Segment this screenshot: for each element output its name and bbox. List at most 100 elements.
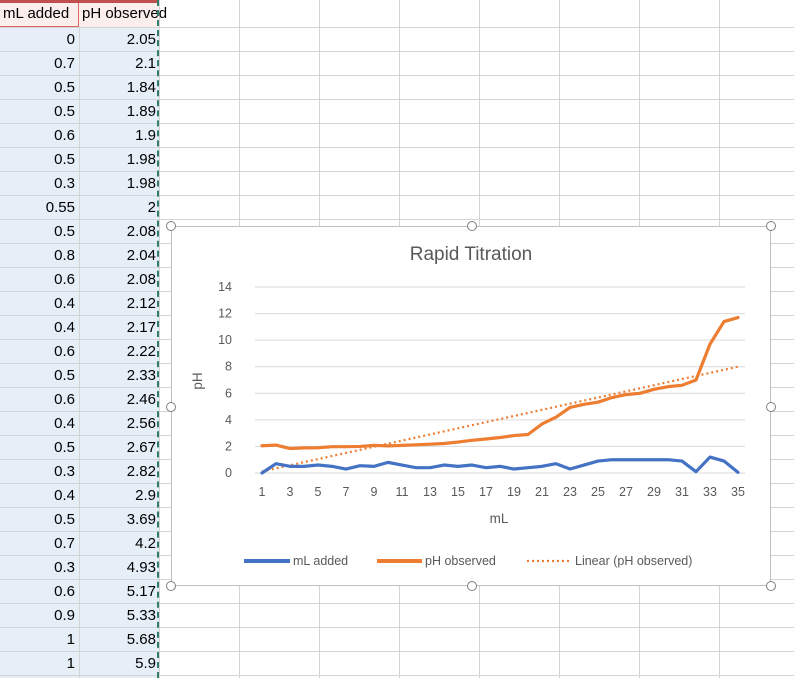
x-tick-label: 15 [451, 485, 465, 499]
legend-label-ph-observed: pH observed [425, 554, 496, 568]
resize-handle-bottom[interactable] [467, 581, 477, 591]
cell-ml-added[interactable]: 0.3 [54, 559, 75, 576]
row-gridline [0, 651, 794, 652]
cell-ml-added[interactable]: 0.7 [54, 535, 75, 552]
row-gridline [0, 675, 794, 676]
cell-ml-added[interactable]: 0.4 [54, 415, 75, 432]
legend-label-linear-trend: Linear (pH observed) [575, 554, 692, 568]
cell-ph-observed[interactable]: 2.22 [126, 343, 156, 360]
x-tick-label: 3 [287, 485, 294, 499]
row-gridline [0, 603, 794, 604]
cell-ml-added[interactable]: 0.6 [54, 271, 75, 288]
cell-ml-added[interactable]: 0.4 [54, 295, 75, 312]
y-axis-title[interactable]: pH [190, 372, 205, 389]
cell-ml-added[interactable]: 0.3 [54, 175, 75, 192]
header-ph-observed[interactable]: pH observed [79, 3, 167, 27]
cell-ph-observed[interactable]: 3.69 [126, 511, 156, 528]
cell-ml-added[interactable]: 0.7 [54, 55, 75, 72]
cell-ph-observed[interactable]: 2.67 [126, 439, 156, 456]
resize-handle-top[interactable] [467, 221, 477, 231]
cell-ml-added[interactable]: 0.5 [54, 367, 75, 384]
cell-ml-added[interactable]: 0.5 [54, 79, 75, 96]
resize-handle-bottom-left[interactable] [166, 581, 176, 591]
cell-ml-added[interactable]: 0.6 [54, 583, 75, 600]
resize-handle-bottom-right[interactable] [766, 581, 776, 591]
x-tick-label: 33 [703, 485, 717, 499]
cell-ml-added[interactable]: 0.5 [54, 511, 75, 528]
copy-selection-border [157, 0, 159, 678]
cell-ml-added[interactable]: 0.5 [54, 223, 75, 240]
x-tick-label: 11 [396, 485, 409, 499]
x-tick-label: 23 [563, 485, 577, 499]
cell-ml-added[interactable]: 0.4 [54, 319, 75, 336]
cell-ph-observed[interactable]: 4.2 [135, 535, 156, 552]
resize-handle-right[interactable] [766, 402, 776, 412]
column-header-edge [0, 0, 159, 3]
cell-ph-observed[interactable]: 5.17 [126, 583, 156, 600]
chart-title[interactable]: Rapid Titration [410, 244, 533, 265]
cell-ph-observed[interactable]: 2.1 [135, 55, 156, 72]
x-axis-title[interactable]: mL [490, 511, 509, 526]
cell-ml-added[interactable]: 1 [66, 655, 75, 672]
cell-ml-added[interactable]: 0.4 [54, 487, 75, 504]
cell-ph-observed[interactable]: 5.33 [126, 607, 156, 624]
cell-ph-observed[interactable]: 5.9 [135, 655, 156, 672]
cell-ph-observed[interactable]: 2.08 [126, 271, 156, 288]
cell-ml-added[interactable]: 0 [66, 31, 75, 48]
cell-ml-added[interactable]: 1 [66, 631, 75, 648]
cell-ph-observed[interactable]: 1.9 [135, 127, 156, 144]
cell-ml-added[interactable]: 0.8 [54, 247, 75, 264]
x-tick-label: 29 [647, 485, 661, 499]
cell-ph-observed[interactable]: 2.04 [126, 247, 156, 264]
x-tick-label: 31 [675, 485, 689, 499]
cell-ml-added[interactable]: 0.6 [54, 343, 75, 360]
cell-ph-observed[interactable]: 2 [147, 199, 156, 216]
cell-ph-observed[interactable]: 2.46 [126, 391, 156, 408]
row-gridline [0, 627, 794, 628]
cell-ml-added[interactable]: 0.5 [54, 439, 75, 456]
row-gridline [0, 123, 794, 124]
chart-gridlines [255, 286, 745, 474]
cell-ph-observed[interactable]: 2.17 [126, 319, 156, 336]
x-tick-label: 19 [507, 485, 521, 499]
cell-ml-added[interactable]: 0.3 [54, 463, 75, 480]
cell-ph-observed[interactable]: 2.82 [126, 463, 156, 480]
cell-ph-observed[interactable]: 5.68 [126, 631, 156, 648]
row-gridline [0, 75, 794, 76]
y-tick-label: 10 [218, 333, 232, 347]
cell-ml-added[interactable]: 0.5 [54, 151, 75, 168]
header-ml-added[interactable]: mL added [0, 3, 79, 27]
cell-ml-added[interactable]: 0.9 [54, 607, 75, 624]
cell-ml-added[interactable]: 0.6 [54, 391, 75, 408]
row-gridline [0, 99, 794, 100]
resize-handle-top-left[interactable] [166, 221, 176, 231]
cell-ph-observed[interactable]: 2.33 [126, 367, 156, 384]
cell-ml-added[interactable]: 0.6 [54, 127, 75, 144]
cell-ph-observed[interactable]: 1.98 [126, 175, 156, 192]
cell-ph-observed[interactable]: 4.93 [126, 559, 156, 576]
y-tick-label: 14 [218, 280, 232, 294]
y-tick-label: 4 [225, 413, 232, 427]
cell-ml-added[interactable]: 0.55 [45, 199, 75, 216]
cell-ph-observed[interactable]: 2.9 [135, 487, 156, 504]
cell-ph-observed[interactable]: 1.98 [126, 151, 156, 168]
cell-ml-added[interactable]: 0.5 [54, 103, 75, 120]
row-gridline [0, 27, 794, 28]
row-gridline [0, 51, 794, 52]
cell-ph-observed[interactable]: 1.89 [126, 103, 156, 120]
cell-ph-observed[interactable]: 2.12 [126, 295, 156, 312]
resize-handle-left[interactable] [166, 402, 176, 412]
resize-handle-top-right[interactable] [766, 221, 776, 231]
cell-ph-observed[interactable]: 2.08 [126, 223, 156, 240]
cell-ph-observed[interactable]: 2.05 [126, 31, 156, 48]
x-tick-label: 5 [315, 485, 322, 499]
chart-legend: mL added pH observed Linear (pH observed… [244, 554, 692, 568]
y-tick-label: 8 [225, 360, 232, 374]
cell-ph-observed[interactable]: 1.84 [126, 79, 156, 96]
row-gridline [0, 147, 794, 148]
cell-ph-observed[interactable]: 2.56 [126, 415, 156, 432]
plot-area [260, 315, 740, 475]
